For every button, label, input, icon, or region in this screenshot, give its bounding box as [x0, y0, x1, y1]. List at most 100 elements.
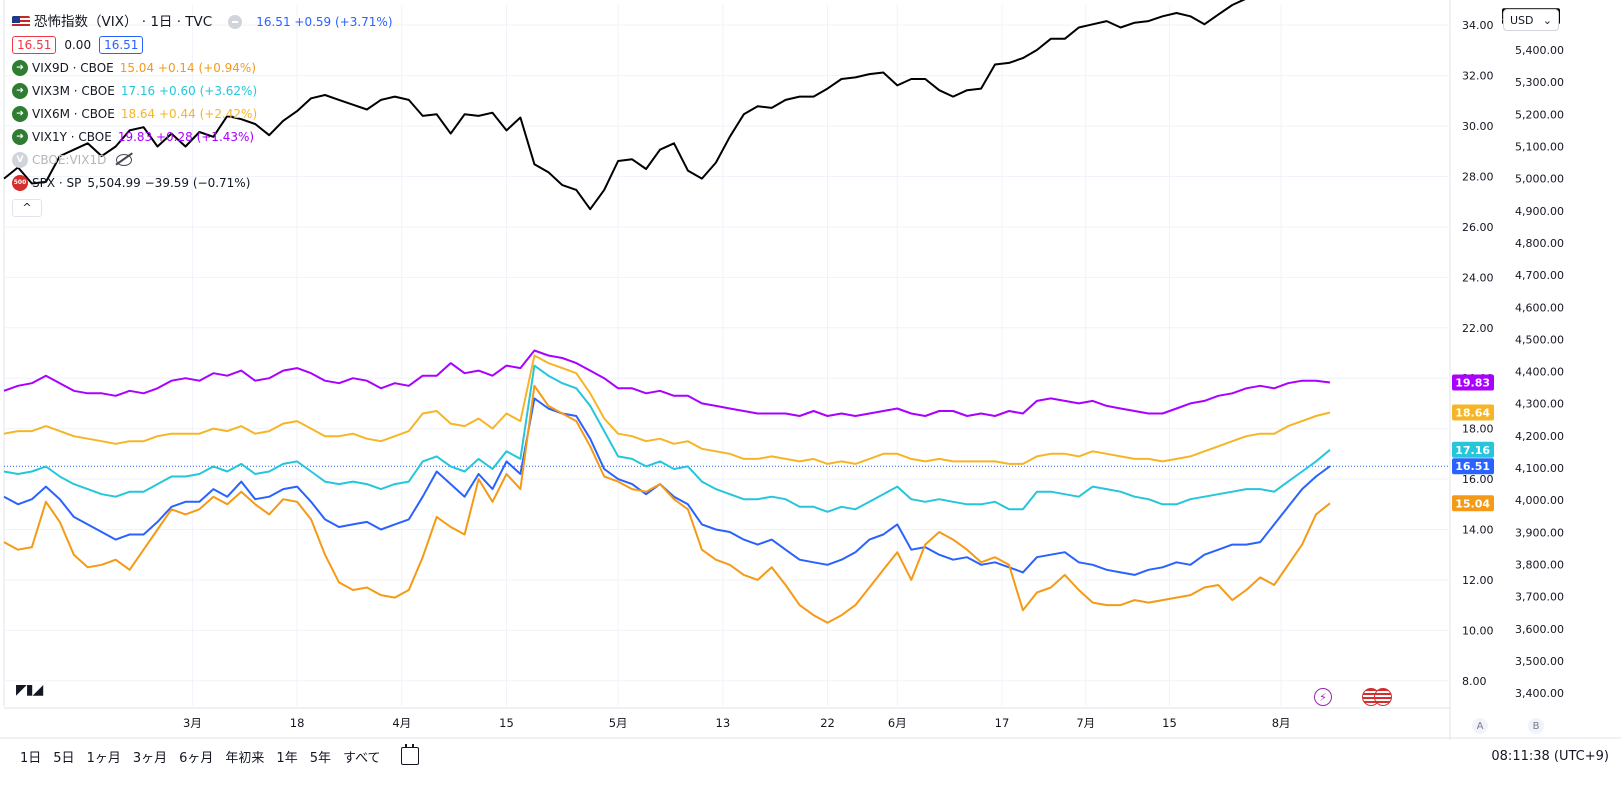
- series-line-vix6m: [3, 354, 1331, 465]
- series-line-vix1y: [3, 349, 1331, 417]
- chevron-down-icon: ⌄: [1542, 13, 1552, 27]
- series-symbol: VIX3M · CBOE: [32, 83, 115, 98]
- cboe-badge-icon: ➔: [12, 82, 28, 99]
- right-axis-tick-label: 4,300.00: [1515, 398, 1564, 411]
- series-line-vix9d: [3, 384, 1331, 624]
- hidden-symbol: CBOE:VIX1D: [32, 152, 107, 167]
- x-axis-tick-label: 8月: [1272, 716, 1291, 730]
- scale-b-button[interactable]: B: [1528, 718, 1544, 734]
- left-axis-tick-label: 30.00: [1462, 120, 1494, 133]
- right-axis-tick-label: 5,000.00: [1515, 173, 1564, 186]
- cboe-badge-icon: ➔: [12, 128, 28, 145]
- legend-collapse-caret-icon[interactable]: ^: [12, 198, 42, 217]
- price-label-tag: [1452, 374, 1494, 391]
- right-axis-tick-label: 4,200.00: [1515, 430, 1564, 443]
- timeframe-3m[interactable]: 3ヶ月: [132, 750, 168, 766]
- legend-series-vix1y[interactable]: ➔ VIX1Y · CBOE 19.83 +0.28 (+1.43%): [12, 125, 393, 148]
- left-axis-tick-label: 32.00: [1462, 70, 1494, 83]
- us-flag-icon: [12, 15, 30, 28]
- legend-bid-ask-row: 16.51 0.00 16.51: [12, 33, 393, 56]
- bottom-toolbar: 1日 5日 1ヶ月 3ヶ月 6ヶ月 年初来 1年 5年 すべて 08:11:38…: [0, 741, 1621, 771]
- right-axis-tick-label: 4,800.00: [1515, 237, 1564, 250]
- chart-legend: 恐怖指数（VIX） · 1日 · TVC 16.51 +0.59 (+3.71%…: [12, 10, 393, 217]
- right-axis-tick-label: 3,800.00: [1515, 559, 1564, 572]
- x-axis-tick-label: 18: [290, 716, 305, 730]
- series-line-vix3m: [3, 364, 1331, 513]
- x-axis-tick-label: 15: [499, 716, 514, 730]
- main-quote: 16.51 +0.59 (+3.71%): [256, 14, 393, 29]
- legend-collapse-row: ^: [12, 194, 393, 217]
- currency-dropdown[interactable]: USD ⌄: [1503, 9, 1559, 31]
- spx-badge-icon: 500: [12, 174, 28, 191]
- main-symbol-title[interactable]: 恐怖指数（VIX） · 1日 · TVC: [34, 13, 213, 30]
- timeframe-1d[interactable]: 1日: [20, 750, 42, 766]
- legend-series-vix9d[interactable]: ➔ VIX9D · CBOE 15.04 +0.14 (+0.94%): [12, 56, 393, 79]
- series-symbol: VIX1Y · CBOE: [32, 129, 112, 144]
- left-axis-tick-label: 28.00: [1462, 170, 1494, 183]
- bid-price-box[interactable]: 16.51: [12, 35, 57, 54]
- spx-symbol: SPX · SP: [32, 175, 82, 190]
- clock-timezone[interactable]: 08:11:38 (UTC+9): [1491, 748, 1609, 764]
- right-axis-tick-label: 4,700.00: [1515, 269, 1564, 282]
- ask-price-box[interactable]: 16.51: [99, 35, 144, 54]
- price-label-text: 17.16: [1455, 444, 1490, 457]
- series-quote: 17.16 +0.60 (+3.62%): [120, 83, 258, 98]
- right-axis-tick-label: 3,900.00: [1515, 526, 1564, 539]
- price-label-text: 16.51: [1455, 460, 1490, 473]
- x-axis-tick-label: 22: [820, 716, 835, 730]
- calendar-range-icon[interactable]: [400, 744, 419, 765]
- spread-value: 0.00: [64, 37, 92, 52]
- economic-events-icon[interactable]: [1362, 688, 1396, 706]
- price-label-tag: [1452, 458, 1494, 475]
- right-axis-tick-label: 4,100.00: [1515, 462, 1564, 475]
- left-axis-tick-label: 14.00: [1462, 523, 1494, 536]
- right-axis-tick-label: 5,100.00: [1515, 140, 1564, 153]
- timeframe-1m[interactable]: 1ヶ月: [86, 750, 121, 766]
- right-axis-tick-label: 4,400.00: [1515, 366, 1564, 379]
- price-label-tag: [1452, 441, 1494, 458]
- left-axis-tick-label: 26.00: [1462, 221, 1494, 234]
- price-label-tag: [1452, 404, 1494, 421]
- x-axis-tick-label: 13: [716, 716, 731, 730]
- currency-label: USD: [1510, 13, 1534, 27]
- right-axis-tick-label: 5,300.00: [1515, 76, 1564, 89]
- legend-spx-row[interactable]: 500 SPX · SP 5,504.99 −39.59 (−0.71%): [12, 171, 393, 194]
- series-quote: 19.83 +0.28 (+1.43%): [117, 129, 255, 144]
- timeframe-5y[interactable]: 5年: [309, 750, 331, 766]
- right-axis-tick-label: 5,400.00: [1515, 44, 1564, 57]
- x-axis-tick-label: 7月: [1076, 716, 1095, 730]
- legend-series-vix6m[interactable]: ➔ VIX6M · CBOE 18.64 +0.44 (+2.42%): [12, 102, 393, 125]
- legend-main-row[interactable]: 恐怖指数（VIX） · 1日 · TVC 16.51 +0.59 (+3.71%…: [12, 10, 393, 33]
- timeframe-1y[interactable]: 1年: [276, 750, 298, 766]
- timeframe-ytd[interactable]: 年初来: [225, 750, 265, 766]
- lightning-icon[interactable]: ⚡: [1314, 688, 1332, 706]
- timeframe-5d[interactable]: 5日: [53, 750, 75, 766]
- left-axis-tick-label: 12.00: [1462, 574, 1494, 587]
- tradingview-logo[interactable]: ◤▮◢: [16, 682, 43, 698]
- left-axis-tick-label: 34.00: [1462, 19, 1494, 32]
- right-axis-tick-label: 4,000.00: [1515, 494, 1564, 507]
- auto-scale-button[interactable]: A: [1472, 718, 1488, 734]
- collapse-icon[interactable]: [228, 14, 243, 29]
- right-axis-tick-label: 3,400.00: [1515, 687, 1564, 700]
- right-axis-tick-label: 4,600.00: [1515, 301, 1564, 314]
- series-symbol: VIX9D · CBOE: [32, 60, 114, 75]
- price-label-text: 19.83: [1455, 376, 1490, 389]
- eye-off-icon[interactable]: [116, 153, 133, 166]
- timeframe-all[interactable]: すべて: [342, 750, 381, 766]
- cboe-badge-icon: V: [12, 151, 28, 168]
- timeframe-6m[interactable]: 6ヶ月: [179, 750, 214, 766]
- right-axis-tick-label: 4,900.00: [1515, 205, 1564, 218]
- legend-series-vix3m[interactable]: ➔ VIX3M · CBOE 17.16 +0.60 (+3.62%): [12, 79, 393, 102]
- cboe-badge-icon: ➔: [12, 105, 28, 122]
- legend-hidden-series[interactable]: V CBOE:VIX1D: [12, 148, 393, 171]
- right-axis-tick-label: 4,500.00: [1515, 333, 1564, 346]
- x-axis-tick-label: 5月: [609, 716, 628, 730]
- price-label-text: 18.64: [1455, 406, 1490, 419]
- right-axis-tick-label: 3,600.00: [1515, 623, 1564, 636]
- left-axis-tick-label: 16.00: [1462, 473, 1494, 486]
- x-axis-tick-label: 3月: [183, 716, 202, 730]
- spx-quote: 5,504.99 −39.59 (−0.71%): [87, 175, 251, 190]
- price-label-tag: [1452, 495, 1494, 512]
